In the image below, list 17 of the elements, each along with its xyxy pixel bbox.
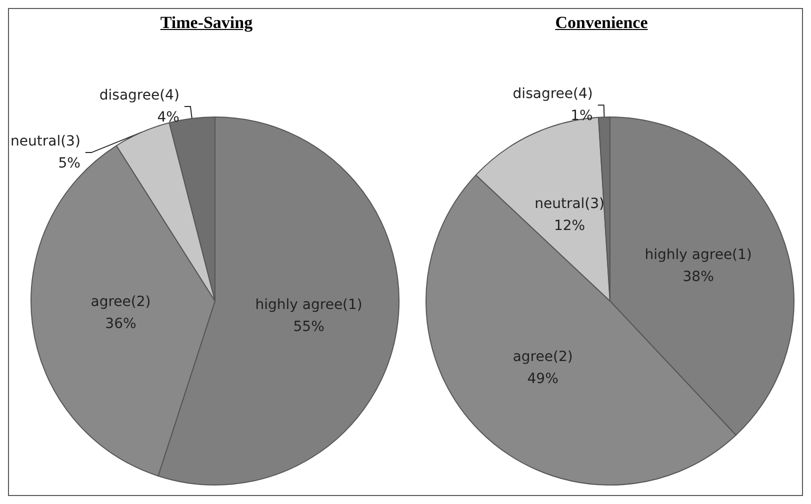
chart-title: Convenience: [554, 13, 649, 33]
slice-label: disagree(4): [99, 88, 180, 104]
data-label: 36%: [105, 316, 136, 332]
chart-title: Time-Saving: [159, 13, 254, 33]
data-label: 38%: [682, 269, 714, 286]
data-label: 4%: [157, 110, 180, 126]
data-label: 5%: [58, 156, 80, 172]
slice-label: neutral(3): [10, 134, 80, 150]
data-label: 55%: [293, 318, 324, 335]
slice-label: highly agree(1): [255, 296, 362, 313]
slice-label: highly agree(1): [644, 247, 752, 264]
slice-label: agree(2): [90, 294, 151, 310]
slice-label: neutral(3): [534, 196, 605, 212]
data-label: 49%: [527, 371, 558, 388]
slice-label: agree(2): [512, 349, 573, 366]
slice-label: disagree(4): [512, 86, 593, 102]
data-label: 12%: [554, 218, 586, 234]
